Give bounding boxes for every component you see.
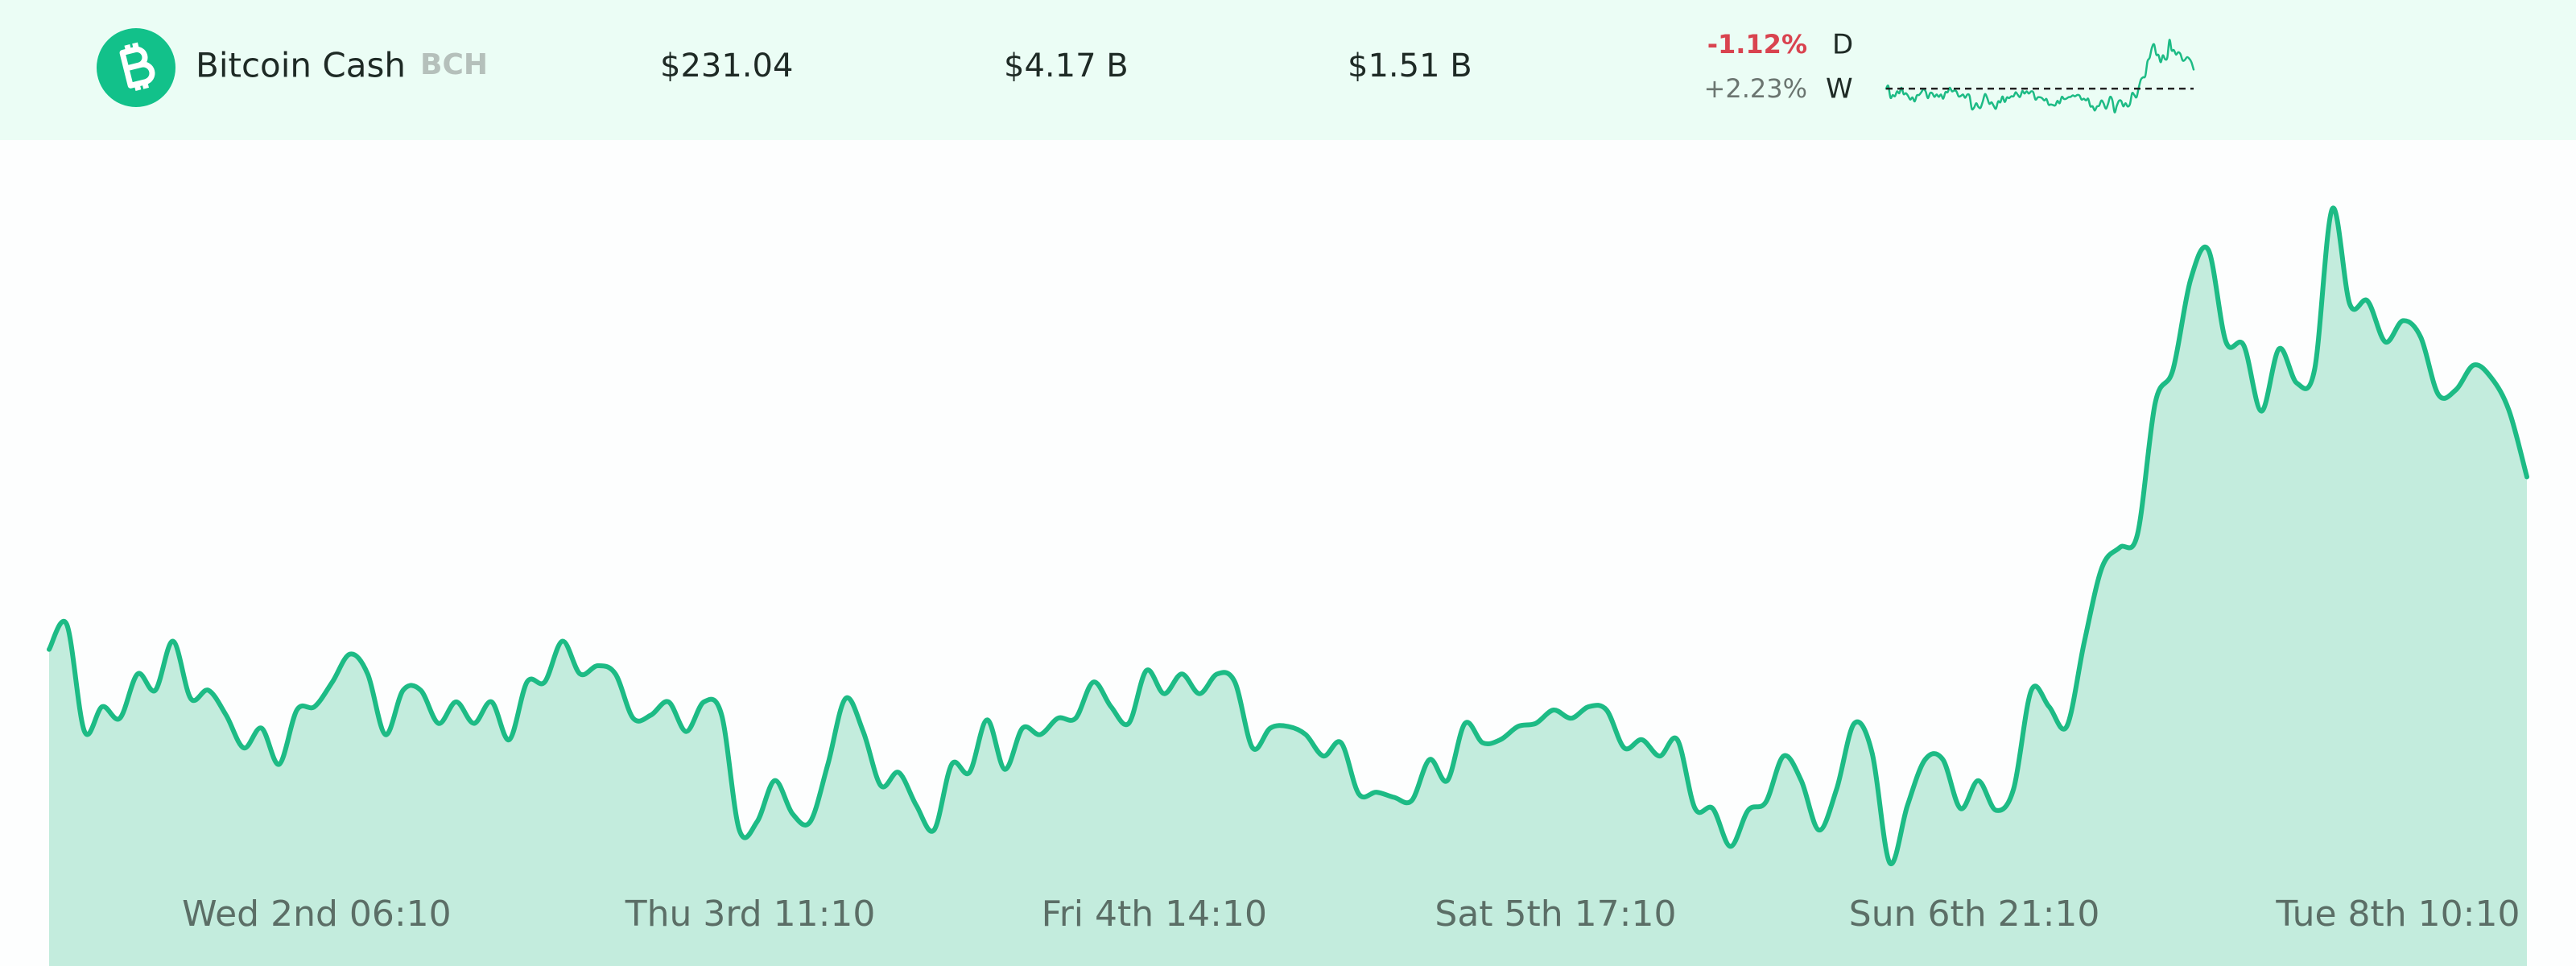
coin-logo <box>97 28 175 107</box>
market-cap: $4.17 B <box>1004 47 1129 85</box>
coin-symbol: BCH <box>420 48 488 81</box>
sparkline-line <box>1885 39 2195 114</box>
volume: $1.51 B <box>1348 47 1472 85</box>
coin-name: Bitcoin Cash <box>196 46 406 85</box>
x-tick-label: Thu 3rd 11:10 <box>625 894 876 935</box>
price-area <box>49 208 2527 966</box>
change-week: +2.23% <box>1704 73 1807 104</box>
x-tick-label: Fri 4th 14:10 <box>1042 894 1267 935</box>
logo-bars <box>124 42 149 91</box>
logo-glyph <box>119 42 155 91</box>
logo-b <box>119 46 155 89</box>
x-tick-label: Tue 8th 10:10 <box>2275 894 2520 935</box>
change-week-label: W <box>1826 73 1853 105</box>
change-day-label: D <box>1832 29 1853 61</box>
x-tick-label: Sun 6th 21:10 <box>1849 894 2100 935</box>
price-line <box>47 205 2529 867</box>
x-tick-label: Wed 2nd 06:10 <box>182 894 452 935</box>
x-tick-label: Sat 5th 17:10 <box>1435 894 1676 935</box>
price: $231.04 <box>660 47 793 85</box>
change-day: -1.12% <box>1707 29 1807 60</box>
